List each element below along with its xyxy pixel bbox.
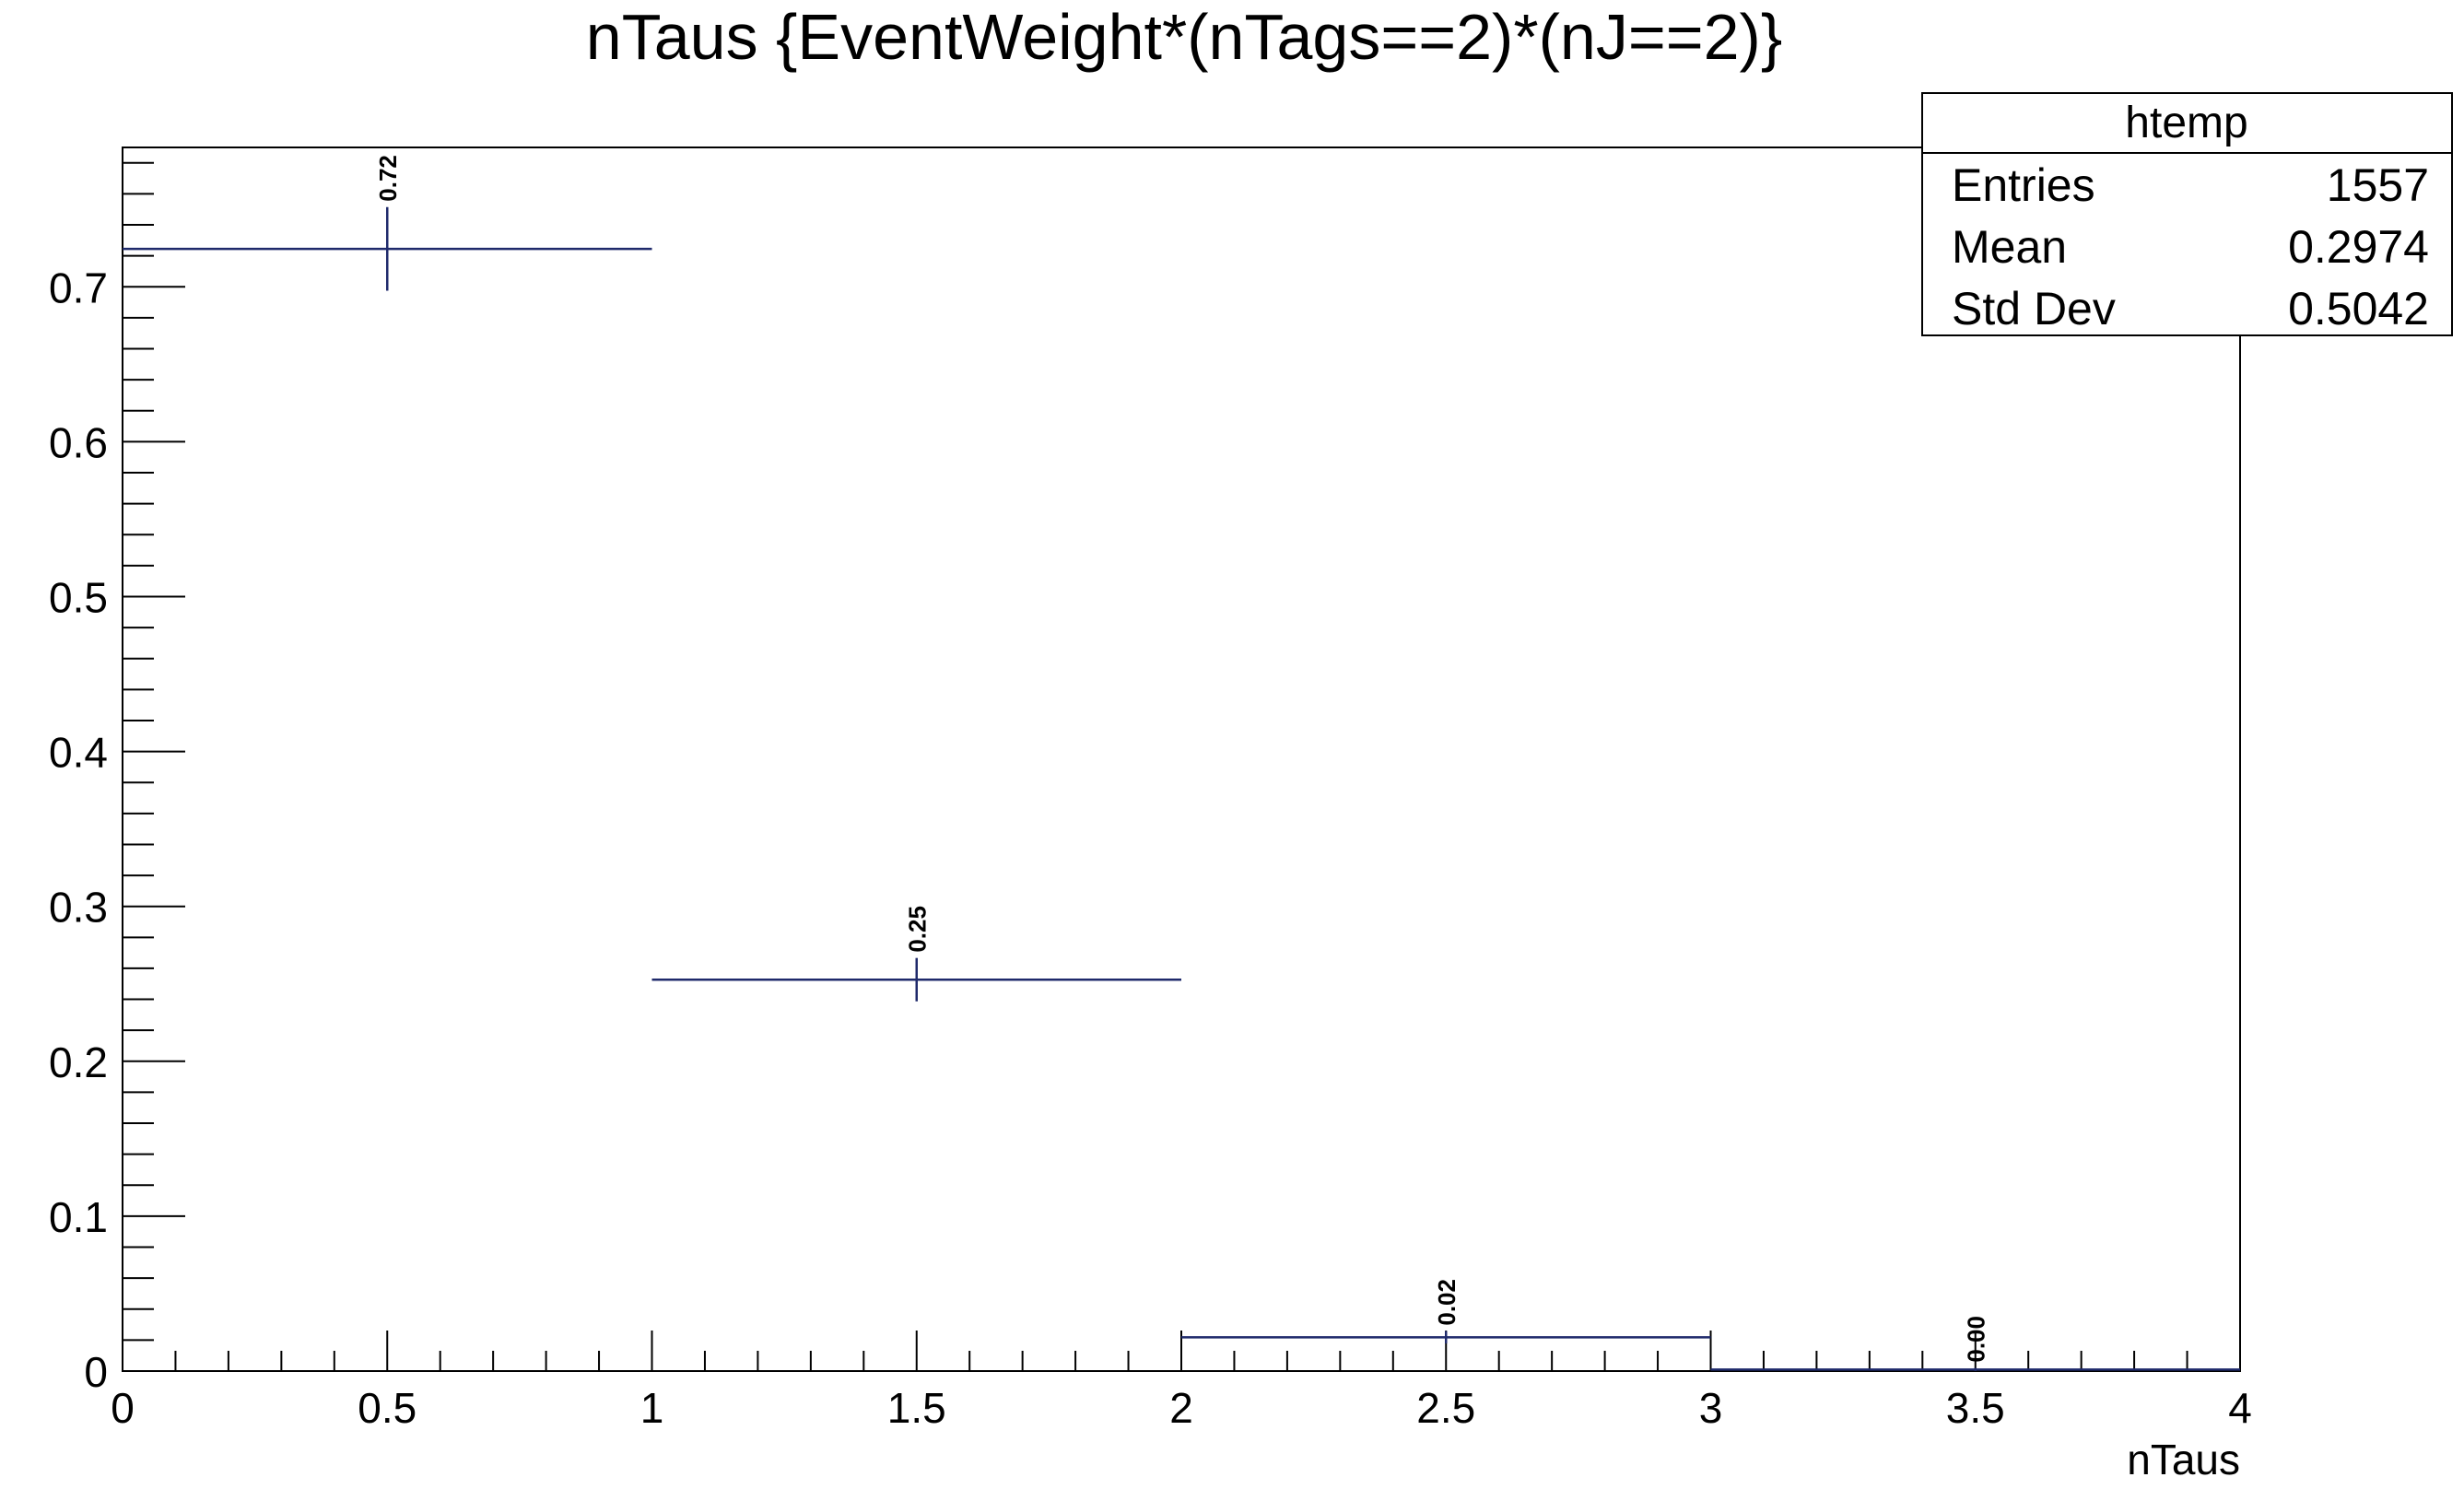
- y-tick-label: 0.3: [49, 884, 108, 932]
- stats-box-rows: Entries 1557 Mean 0.2974 Std Dev 0.5042: [1952, 159, 2429, 334]
- y-tick-label: 0.5: [49, 573, 108, 621]
- stats-row-value: 0.2974: [2288, 221, 2429, 273]
- y-tick-label: 0.2: [49, 1038, 108, 1086]
- x-tick-label: 1.5: [887, 1384, 946, 1432]
- bin-value-label: 0.72: [374, 155, 402, 202]
- x-axis-ticks: [122, 1331, 2241, 1371]
- y-tick-label: 0.1: [49, 1193, 108, 1241]
- histogram-bins: [123, 206, 2240, 1371]
- x-tick-label: 2.5: [1416, 1384, 1475, 1432]
- x-tick-label: 3.5: [1946, 1384, 2005, 1432]
- stats-row-label: Mean: [1952, 221, 2067, 273]
- x-axis-title: nTaus: [2127, 1436, 2240, 1483]
- bin-value-label: 0.25: [904, 906, 932, 953]
- x-tick-label: 3: [1699, 1384, 1723, 1432]
- stats-box-frame: [1921, 92, 2453, 336]
- stats-row-value: 0.5042: [2288, 283, 2429, 334]
- x-tick-label: 2: [1169, 1384, 1193, 1432]
- stats-box: htemp Entries 1557 Mean 0.2974 Std Dev 0.5042: [1921, 92, 2453, 336]
- x-tick-label: 4: [2228, 1384, 2252, 1432]
- y-tick-label: 0.7: [49, 264, 108, 311]
- bin-value-label: 0.00: [1963, 1316, 1990, 1363]
- bin-value-labels: 0.72 0.25 0.02 0.00: [374, 155, 1990, 1363]
- chart-title: nTaus {EventWeight*(nTags==2)*(nJ==2)}: [586, 1, 1782, 73]
- y-tick-label: 0.4: [49, 729, 108, 777]
- stats-row-label: Std Dev: [1952, 283, 2116, 334]
- stats-row-value: 1557: [2327, 159, 2429, 211]
- y-tick-label: 0: [84, 1348, 108, 1396]
- bin-value-label: 0.02: [1433, 1279, 1461, 1326]
- x-tick-label: 1: [640, 1384, 664, 1432]
- y-tick-label: 0.6: [49, 418, 108, 466]
- stats-row-label: Entries: [1952, 159, 2095, 211]
- y-axis-tick-labels: 0 0.1 0.2 0.3 0.4 0.5 0.6 0.7: [49, 264, 108, 1396]
- y-axis-ticks: [123, 161, 185, 1372]
- x-tick-label: 0.5: [358, 1384, 417, 1432]
- stats-box-title: htemp: [2125, 99, 2247, 147]
- x-axis-tick-labels: 0 0.5 1 1.5 2 2.5 3 3.5 4: [111, 1384, 2252, 1432]
- x-tick-label: 0: [111, 1384, 135, 1432]
